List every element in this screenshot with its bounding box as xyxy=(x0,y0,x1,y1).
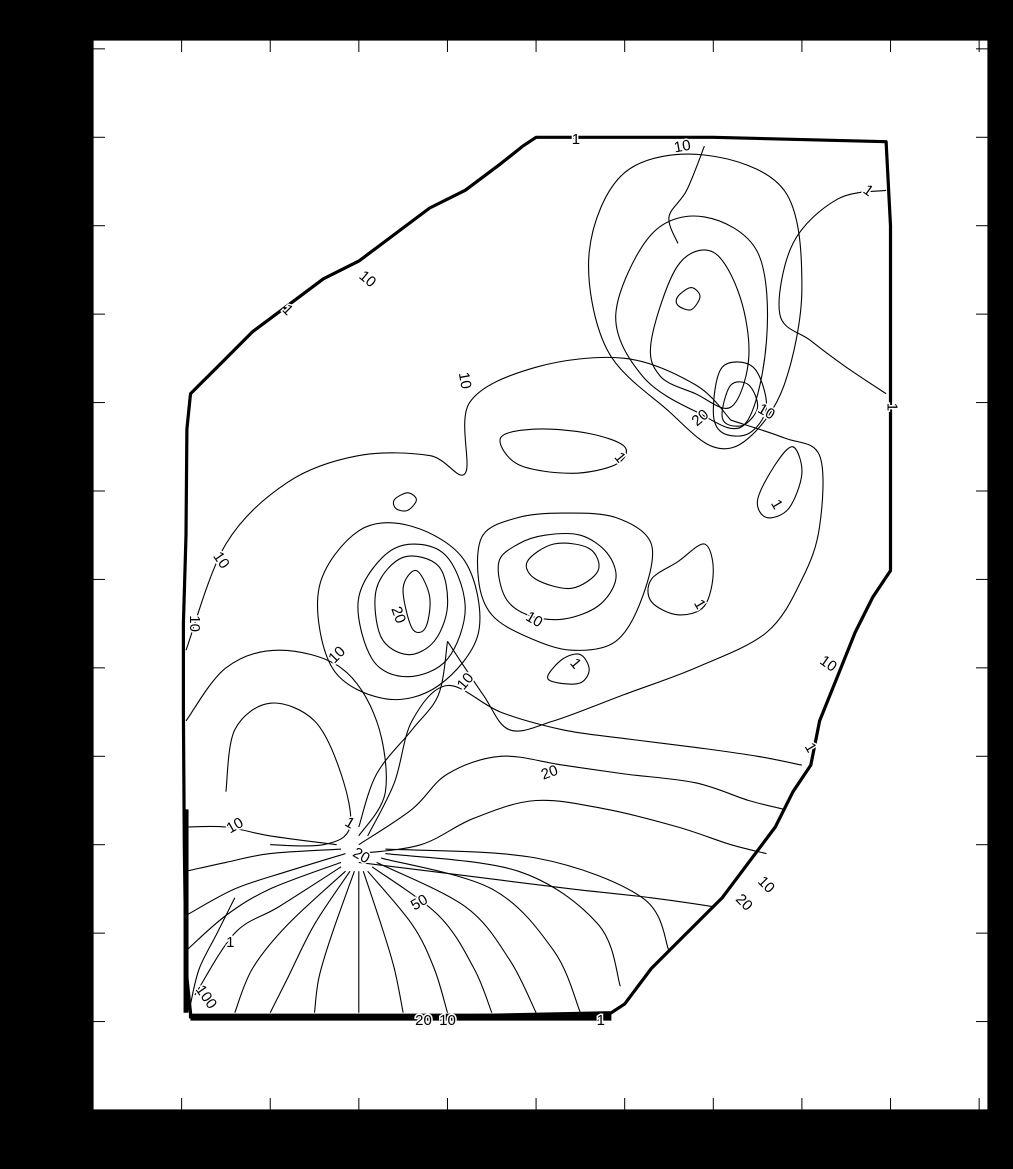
x-axis-tick-labels: 440 450 460 470 480 490 500 510 520 530 540 xyxy=(76,1123,996,1145)
contour-line xyxy=(588,153,803,450)
x-tick-label: 520 xyxy=(785,1123,818,1145)
contour-label: 20 xyxy=(415,1012,432,1029)
contour-line xyxy=(194,866,342,996)
contour-line xyxy=(376,861,537,1013)
contour-label: 10 xyxy=(455,371,475,390)
contour-line xyxy=(392,492,417,512)
y-tick-label: 530 xyxy=(56,304,89,326)
contour-line xyxy=(362,871,404,1013)
contour-line xyxy=(525,542,600,590)
contour-line xyxy=(189,897,236,1005)
contour-line xyxy=(313,871,355,1013)
contour-line xyxy=(317,522,481,701)
contour-line xyxy=(447,419,824,732)
contour-label: 10 xyxy=(673,137,692,157)
contour-line xyxy=(499,428,627,474)
contour-line xyxy=(402,569,431,634)
contour-label: 1 xyxy=(883,403,900,411)
y-tick-label: 520 xyxy=(56,393,89,415)
contour-line xyxy=(357,543,466,678)
y-tick-label: 500 xyxy=(56,569,89,591)
contour-line xyxy=(185,861,342,952)
y-tick-label: 510 xyxy=(56,481,89,503)
y-tick-label: 480 xyxy=(56,746,89,768)
contour-label: 1 xyxy=(597,1012,605,1029)
contour-line xyxy=(615,215,769,430)
x-tick-label: 470 xyxy=(342,1123,375,1145)
contour-line xyxy=(234,870,346,1013)
axis-ticks xyxy=(92,40,988,1111)
contour-line xyxy=(374,555,449,656)
y-tick-label: 460 xyxy=(56,923,89,945)
contour-line xyxy=(476,512,654,651)
plot-border xyxy=(92,39,989,1111)
contour-label: 1 xyxy=(572,131,580,148)
contour-line xyxy=(675,287,701,311)
y-axis-tick-labels: 440 450 460 470 480 490 500 510 520 530 540 550 560 xyxy=(56,39,89,1122)
contour-line xyxy=(367,870,449,1013)
contour-line xyxy=(185,848,342,872)
contour-line xyxy=(358,641,449,828)
contour-lines xyxy=(185,145,887,1013)
contour-line xyxy=(380,857,581,1013)
plot-background xyxy=(93,40,988,1110)
contour-label: 10 xyxy=(186,615,203,632)
x-tick-label: 540 xyxy=(962,1123,995,1145)
y-tick-label: 550 xyxy=(56,127,89,149)
y-tick-label: 440 xyxy=(56,1100,89,1122)
y-tick-label: 450 xyxy=(56,1012,89,1034)
y-tick-label: 490 xyxy=(56,658,89,680)
contour-line xyxy=(371,866,493,1013)
y-tick-label: 470 xyxy=(56,835,89,857)
contour-line xyxy=(778,189,887,395)
contour-line xyxy=(358,755,785,846)
contour-line xyxy=(721,381,759,427)
x-tick-label: 440 xyxy=(76,1123,109,1145)
contour-line xyxy=(185,649,387,837)
contour-line xyxy=(358,861,714,908)
site-boundary xyxy=(181,135,893,1021)
x-tick-label: 530 xyxy=(874,1123,907,1145)
contour-line xyxy=(649,249,750,409)
x-tick-label: 480 xyxy=(431,1123,464,1145)
contour-label: 10 xyxy=(439,1012,456,1029)
y-tick-label: 540 xyxy=(56,216,89,238)
contour-line xyxy=(185,356,732,651)
x-tick-label: 460 xyxy=(254,1123,287,1145)
contour-line xyxy=(185,825,337,846)
contour-line xyxy=(385,853,621,987)
contour-line xyxy=(756,446,803,519)
contour-line xyxy=(185,853,346,916)
x-tick-label: 490 xyxy=(519,1123,552,1145)
contour-line xyxy=(668,145,705,244)
contour-line xyxy=(385,848,670,952)
x-tick-label: 500 xyxy=(608,1123,641,1145)
contour-line xyxy=(647,543,714,616)
x-tick-label: 510 xyxy=(697,1123,730,1145)
x-tick-label: 450 xyxy=(165,1123,198,1145)
contour-line xyxy=(712,361,768,437)
contour-line xyxy=(497,532,617,621)
contour-label: 1 xyxy=(226,934,234,951)
boundary-line xyxy=(181,135,893,1019)
contour-line xyxy=(358,799,767,855)
contour-line xyxy=(269,870,351,1013)
contour-line xyxy=(367,684,803,837)
contour-line xyxy=(547,653,590,685)
y-tick-label: 560 xyxy=(56,39,89,61)
